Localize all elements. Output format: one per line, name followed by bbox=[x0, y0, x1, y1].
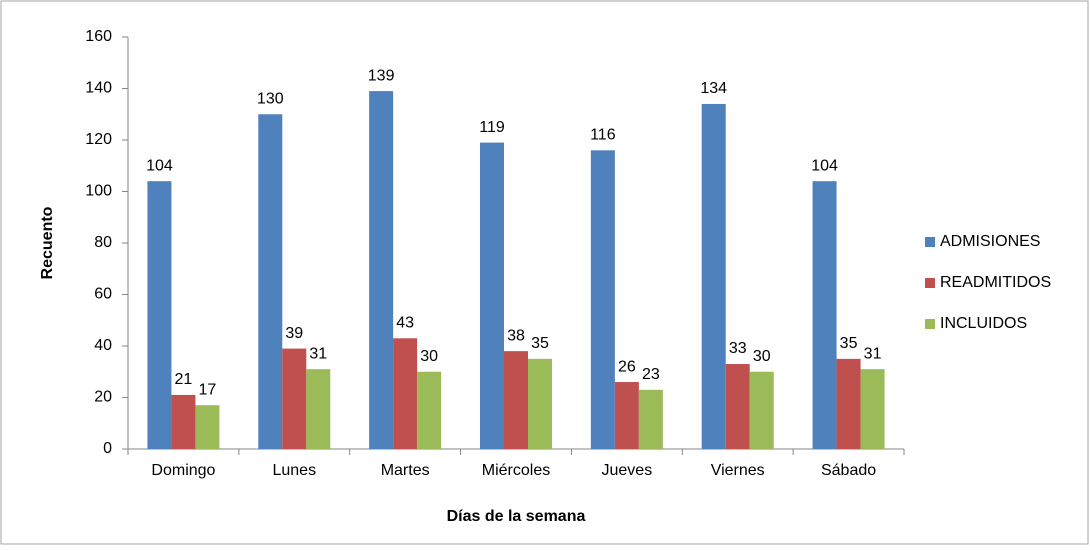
value-label: 134 bbox=[700, 80, 727, 97]
bar bbox=[282, 348, 307, 449]
bar bbox=[528, 358, 552, 449]
value-label: 119 bbox=[479, 119, 505, 136]
bar bbox=[749, 371, 774, 449]
value-label: 23 bbox=[642, 366, 660, 383]
bar bbox=[590, 150, 615, 450]
bar bbox=[171, 394, 196, 449]
y-tick-label: 120 bbox=[85, 131, 112, 148]
value-label: 31 bbox=[864, 345, 882, 362]
value-label: 30 bbox=[420, 348, 438, 365]
y-tick-label: 140 bbox=[85, 80, 112, 97]
x-tick-label: Martes bbox=[381, 462, 430, 479]
legend-label: INCLUIDOS bbox=[940, 315, 1027, 332]
value-label: 21 bbox=[175, 371, 193, 388]
bar bbox=[369, 91, 394, 449]
bar bbox=[701, 103, 726, 449]
y-tick-label: 0 bbox=[103, 440, 112, 457]
value-label: 104 bbox=[811, 157, 838, 174]
value-label: 39 bbox=[285, 325, 303, 342]
bar bbox=[258, 114, 283, 449]
legend-swatch bbox=[925, 237, 935, 247]
bar bbox=[147, 181, 172, 449]
bar bbox=[614, 382, 639, 449]
y-tick-label: 20 bbox=[94, 389, 112, 406]
y-tick-label: 80 bbox=[94, 234, 112, 251]
legend-label: ADMISIONES bbox=[940, 233, 1040, 250]
x-tick-label: Miércoles bbox=[482, 462, 550, 479]
value-label: 35 bbox=[840, 335, 858, 352]
x-tick-label: Sábado bbox=[821, 462, 876, 479]
y-tick-label: 40 bbox=[94, 337, 112, 354]
y-tick-label: 100 bbox=[85, 183, 112, 200]
value-label: 116 bbox=[590, 127, 616, 144]
bar bbox=[725, 364, 750, 449]
x-tick-label: Domingo bbox=[151, 462, 215, 479]
value-label: 139 bbox=[368, 67, 395, 84]
value-label: 26 bbox=[618, 358, 636, 375]
bar bbox=[812, 181, 837, 449]
legend-swatch bbox=[925, 278, 935, 288]
value-label: 130 bbox=[257, 90, 284, 107]
x-tick-label: Jueves bbox=[602, 462, 653, 479]
value-label: 43 bbox=[396, 314, 414, 331]
value-label: 38 bbox=[507, 327, 525, 344]
bar bbox=[393, 338, 418, 449]
value-label: 104 bbox=[146, 157, 173, 174]
legend-swatch bbox=[925, 319, 935, 329]
bar bbox=[306, 369, 331, 449]
bar bbox=[836, 358, 861, 449]
value-label: 17 bbox=[199, 381, 217, 398]
y-axis-label: Recuento bbox=[39, 206, 56, 279]
value-label: 35 bbox=[531, 335, 549, 352]
value-label: 30 bbox=[753, 348, 771, 365]
x-tick-label: Lunes bbox=[272, 462, 316, 479]
bar bbox=[638, 389, 663, 449]
bar bbox=[504, 351, 528, 449]
y-tick-label: 160 bbox=[85, 28, 112, 45]
x-tick-label: Viernes bbox=[711, 462, 765, 479]
value-label: 31 bbox=[309, 345, 327, 362]
bar bbox=[195, 405, 220, 449]
y-tick-label: 60 bbox=[94, 286, 112, 303]
bar bbox=[860, 369, 885, 449]
bar bbox=[417, 371, 442, 449]
x-axis-label: Días de la semana bbox=[447, 508, 586, 525]
legend-label: READMITIDOS bbox=[940, 274, 1051, 291]
bar bbox=[480, 142, 504, 449]
value-label: 33 bbox=[729, 340, 747, 357]
